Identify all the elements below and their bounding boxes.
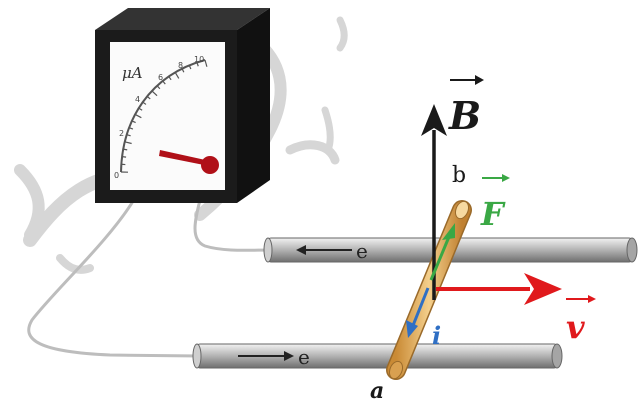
meter-top-face — [95, 8, 270, 30]
meter-tick — [142, 101, 147, 105]
meter-tick — [126, 134, 131, 137]
meter-tick — [128, 127, 134, 130]
meter-tick — [138, 107, 143, 111]
meter-scale-4: 4 — [135, 95, 140, 104]
velocity-arrow: v — [436, 273, 596, 346]
meter-tick — [196, 62, 199, 67]
field-label: B — [448, 93, 481, 138]
rod-end-b-label: b — [452, 163, 466, 188]
meter-tick — [168, 76, 172, 81]
meter-tick — [174, 72, 180, 79]
meter-tick — [181, 68, 185, 73]
bottom-rail — [192, 343, 563, 369]
meter-scale-2: 2 — [119, 129, 124, 138]
meter-tick — [122, 156, 127, 158]
current-label: i — [432, 321, 441, 350]
meter-tick — [162, 80, 166, 85]
force-arrow: F — [429, 174, 510, 281]
meter-tick — [123, 148, 128, 151]
meter-scale-6: 6 — [158, 73, 163, 82]
rod-end-b — [454, 200, 470, 220]
meter-scale-0: 0 — [114, 171, 119, 180]
electron-label-top: e — [356, 239, 368, 263]
meter-tick — [156, 85, 161, 90]
meter-tick — [188, 65, 192, 70]
meter-wires — [27, 197, 273, 358]
rod-end-a — [388, 360, 404, 380]
meter-tick — [146, 95, 151, 100]
meter-tick — [204, 59, 208, 67]
meter-needle — [159, 150, 210, 166]
meter-unit-label: μA — [122, 64, 143, 82]
meter-tick — [124, 141, 132, 145]
meter-needle-pivot — [201, 156, 219, 174]
meter-tick — [151, 90, 158, 97]
meter-side-face — [237, 8, 270, 203]
microammeter: μA 0 2 4 6 8 10 — [95, 8, 270, 203]
rod-end-a-label: a — [370, 378, 384, 403]
electron-label-bottom: e — [298, 345, 310, 369]
velocity-label: v — [566, 308, 585, 346]
meter-tick — [134, 113, 142, 119]
electron-flow-bottom: e — [238, 345, 310, 369]
meter-scale-10: 10 — [194, 55, 204, 64]
current-arrow: i — [406, 287, 441, 350]
meter-scale-8: 8 — [178, 61, 183, 70]
electron-flow-top: e — [296, 239, 368, 263]
meter-tick — [131, 120, 136, 124]
force-label: F — [480, 195, 506, 233]
meter-tick-marks — [120, 59, 208, 173]
